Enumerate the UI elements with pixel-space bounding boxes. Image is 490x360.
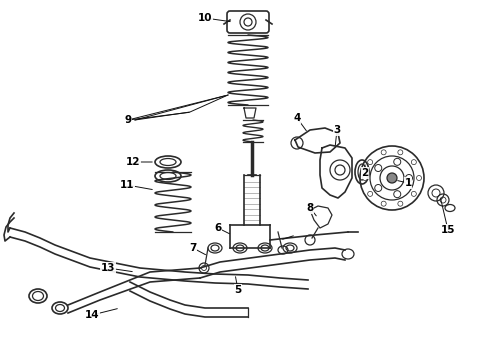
Circle shape (406, 175, 413, 181)
Text: 9: 9 (124, 115, 131, 125)
Text: 8: 8 (306, 203, 314, 213)
Text: 13: 13 (101, 263, 115, 273)
Text: 12: 12 (126, 157, 140, 167)
Polygon shape (244, 108, 256, 118)
Polygon shape (310, 206, 332, 228)
Text: 5: 5 (234, 285, 242, 295)
Text: 1: 1 (404, 178, 412, 188)
Polygon shape (295, 128, 340, 153)
Circle shape (387, 173, 397, 183)
Text: 9: 9 (124, 115, 131, 125)
Text: 10: 10 (198, 13, 212, 23)
Circle shape (363, 176, 368, 180)
Circle shape (398, 201, 403, 206)
Circle shape (416, 176, 421, 180)
Text: 7: 7 (189, 243, 196, 253)
Circle shape (375, 165, 382, 171)
Polygon shape (320, 145, 352, 198)
Text: 15: 15 (441, 225, 455, 235)
Text: 3: 3 (333, 125, 341, 135)
Circle shape (411, 192, 416, 196)
Text: 6: 6 (215, 223, 221, 233)
Circle shape (394, 158, 401, 165)
Text: 2: 2 (361, 168, 368, 178)
Circle shape (375, 184, 382, 192)
Text: 11: 11 (120, 180, 134, 190)
Text: 14: 14 (85, 310, 99, 320)
Circle shape (394, 191, 401, 198)
Circle shape (411, 159, 416, 165)
Text: 4: 4 (294, 113, 301, 123)
Circle shape (398, 150, 403, 155)
Circle shape (368, 159, 373, 165)
Circle shape (381, 150, 386, 155)
Circle shape (381, 201, 386, 206)
Circle shape (368, 192, 373, 196)
